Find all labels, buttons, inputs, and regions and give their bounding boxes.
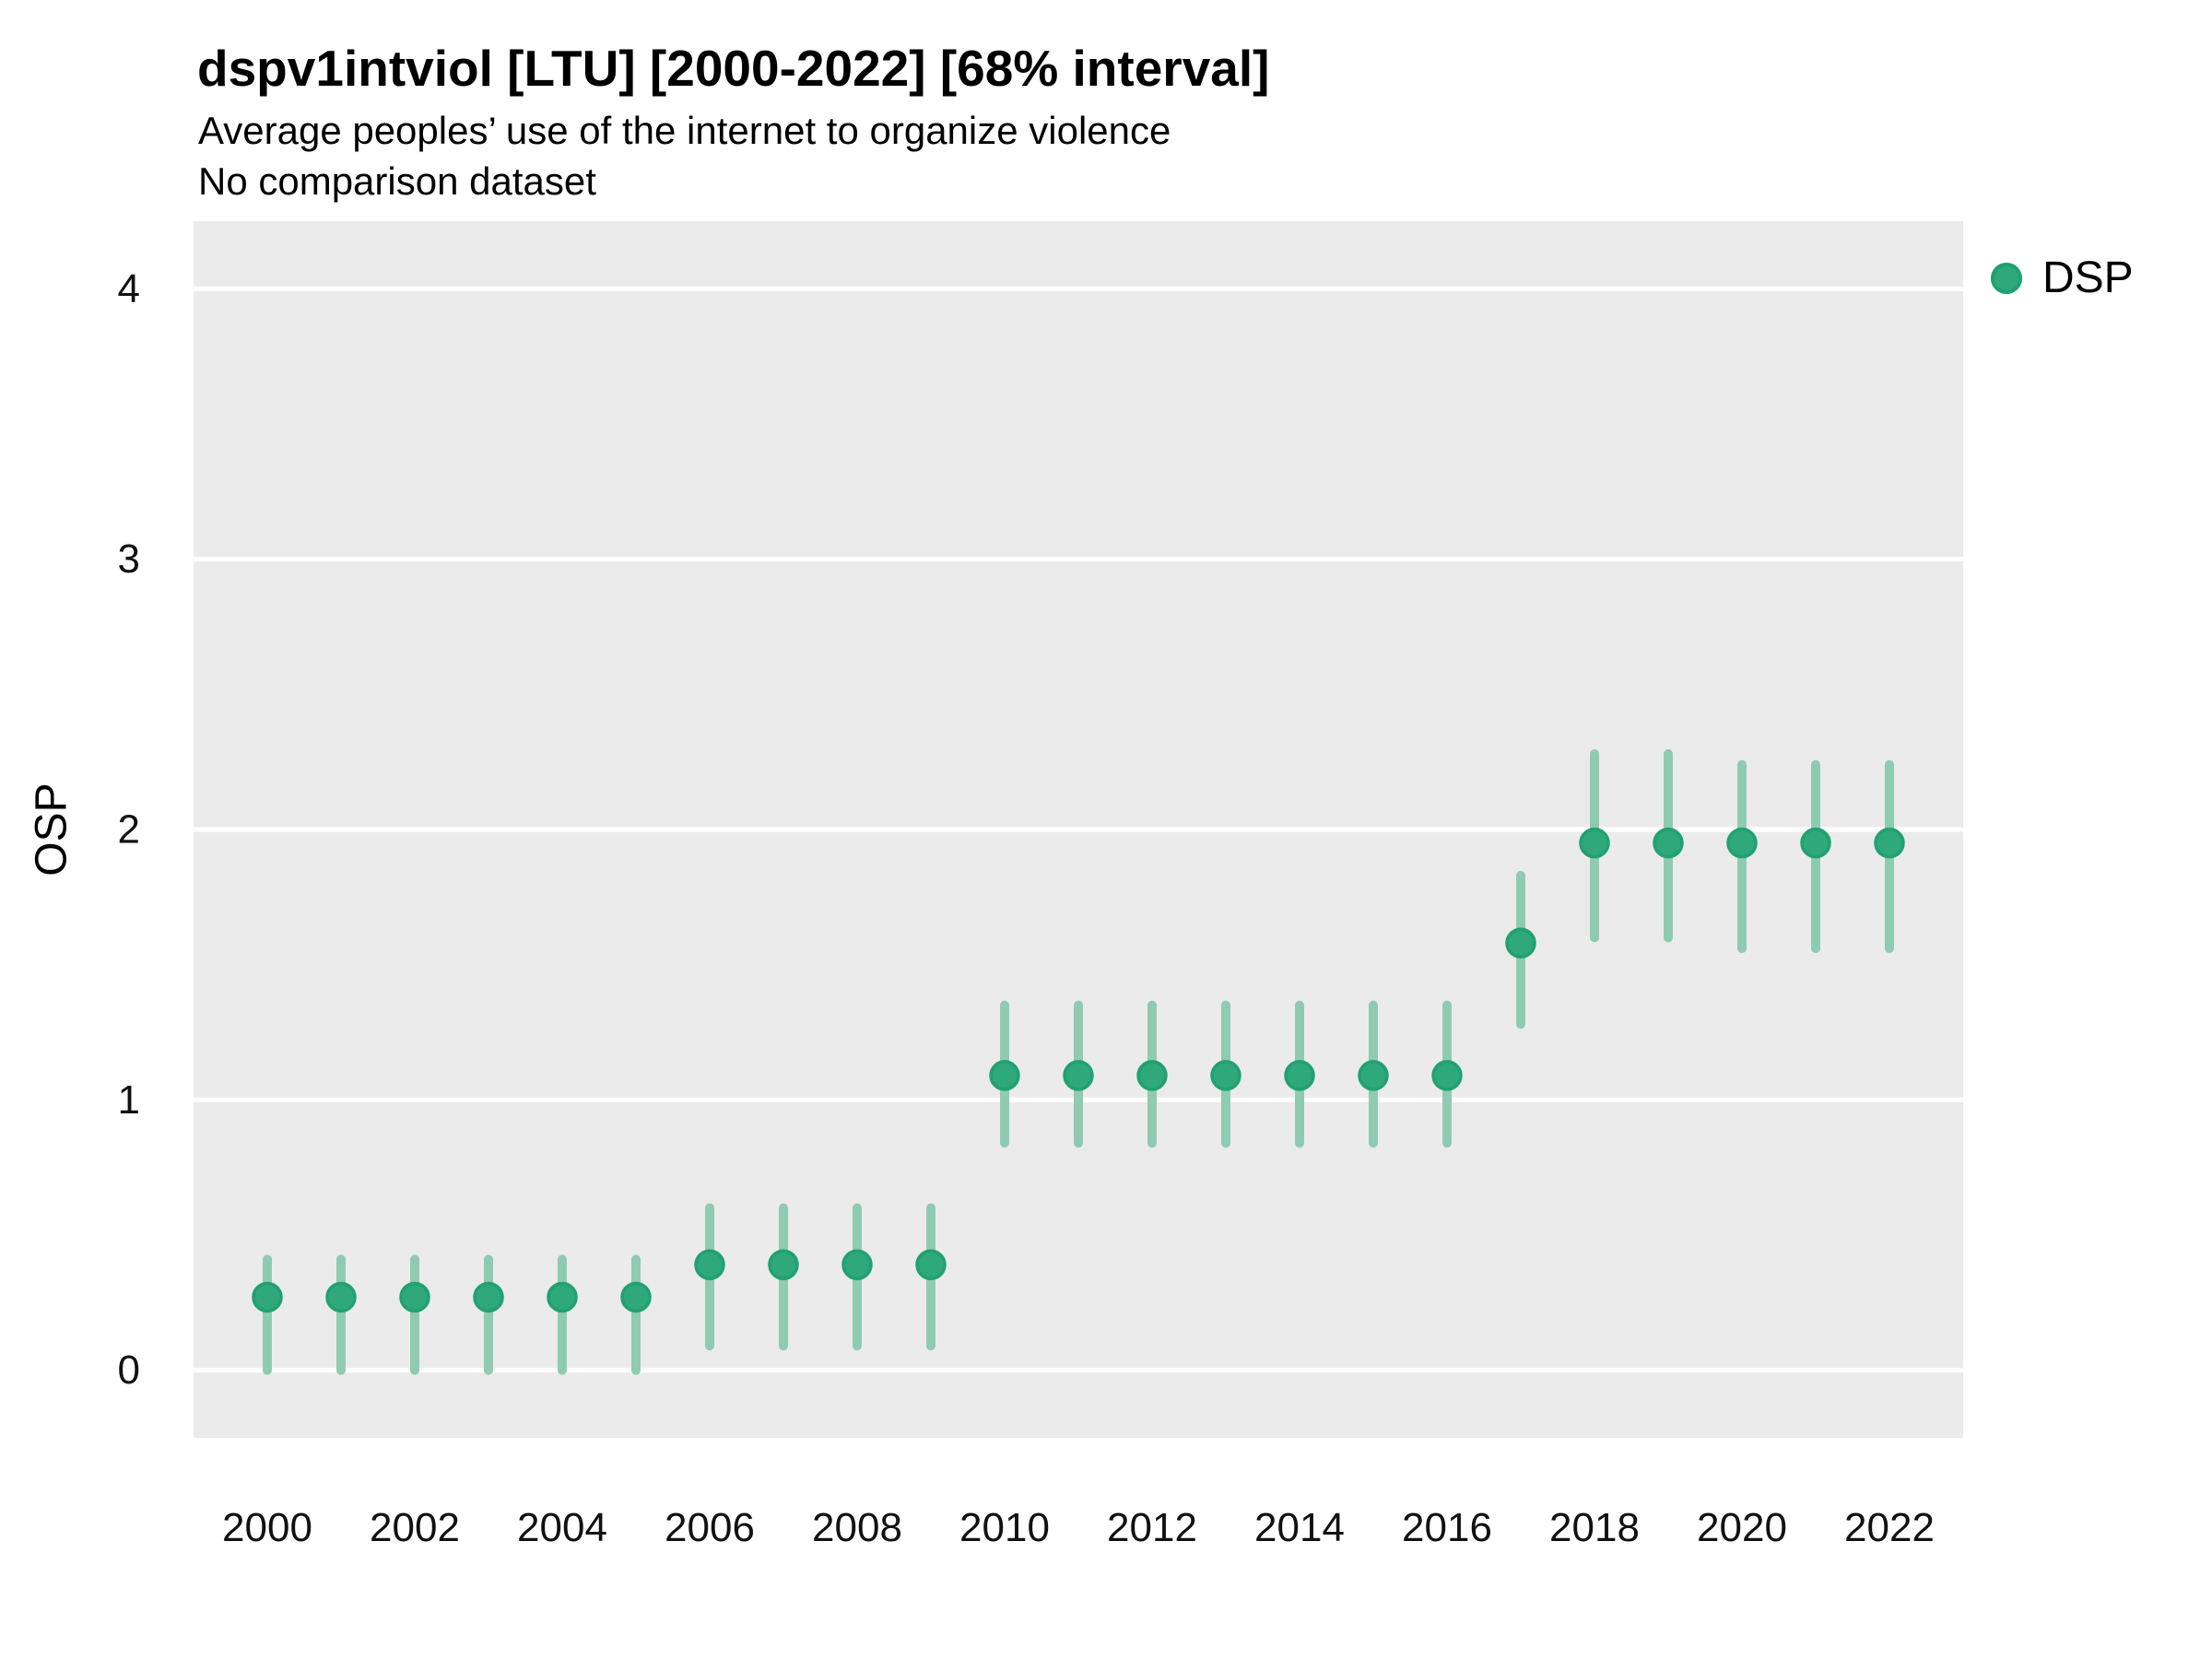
x-tick-label-2016: 2016 [1402,1505,1492,1550]
x-tick-label-2022: 2022 [1844,1505,1935,1550]
x-tick-label-2000: 2000 [222,1505,312,1550]
data-point-2005 [620,1281,652,1313]
data-point-2012 [1136,1060,1168,1091]
data-point-2022 [1874,827,1905,859]
x-tick-label-2004: 2004 [517,1505,607,1550]
data-point-2015 [1358,1060,1389,1091]
data-point-2001 [325,1281,357,1313]
x-tick-label-2018: 2018 [1549,1505,1640,1550]
data-point-2006 [694,1249,725,1281]
x-tick-label-2010: 2010 [959,1505,1050,1550]
data-point-2020 [1726,827,1758,859]
data-point-2002 [399,1281,430,1313]
y-tick-label-3: 3 [118,536,140,582]
data-point-2021 [1800,827,1831,859]
data-point-2013 [1210,1060,1241,1091]
y-tick-label-4: 4 [118,266,140,312]
chart-title: dspv1intviol [LTU] [2000-2022] [68% inte… [197,40,1270,97]
x-tick-label-2012: 2012 [1107,1505,1197,1550]
data-point-2010 [989,1060,1020,1091]
y-tick-label-1: 1 [118,1077,140,1123]
x-tick-label-2008: 2008 [812,1505,902,1550]
data-point-2017 [1505,927,1536,959]
data-point-2011 [1063,1060,1094,1091]
legend-label: DSP [2042,253,2134,302]
x-tick-label-2006: 2006 [665,1505,755,1550]
x-tick-label-2020: 2020 [1697,1505,1787,1550]
data-point-2008 [841,1249,873,1281]
data-point-2009 [915,1249,947,1281]
data-point-2014 [1284,1060,1315,1091]
data-point-2018 [1579,827,1610,859]
data-point-2003 [473,1281,504,1313]
data-point-2019 [1653,827,1684,859]
x-tick-label-2002: 2002 [370,1505,460,1550]
data-point-2004 [547,1281,578,1313]
legend: DSP [1991,253,2134,303]
y-tick-label-2: 2 [118,807,140,853]
comparison-note: No comparison dataset [198,159,596,203]
chart-subtitle: Average peoples’ use of the internet to … [198,109,1171,152]
y-tick-label-0: 0 [118,1347,140,1393]
data-point-2007 [768,1249,799,1281]
data-point-2016 [1431,1060,1463,1091]
data-point-2000 [252,1281,283,1313]
legend-dot-icon [1991,262,2022,294]
x-tick-label-2014: 2014 [1254,1505,1345,1550]
